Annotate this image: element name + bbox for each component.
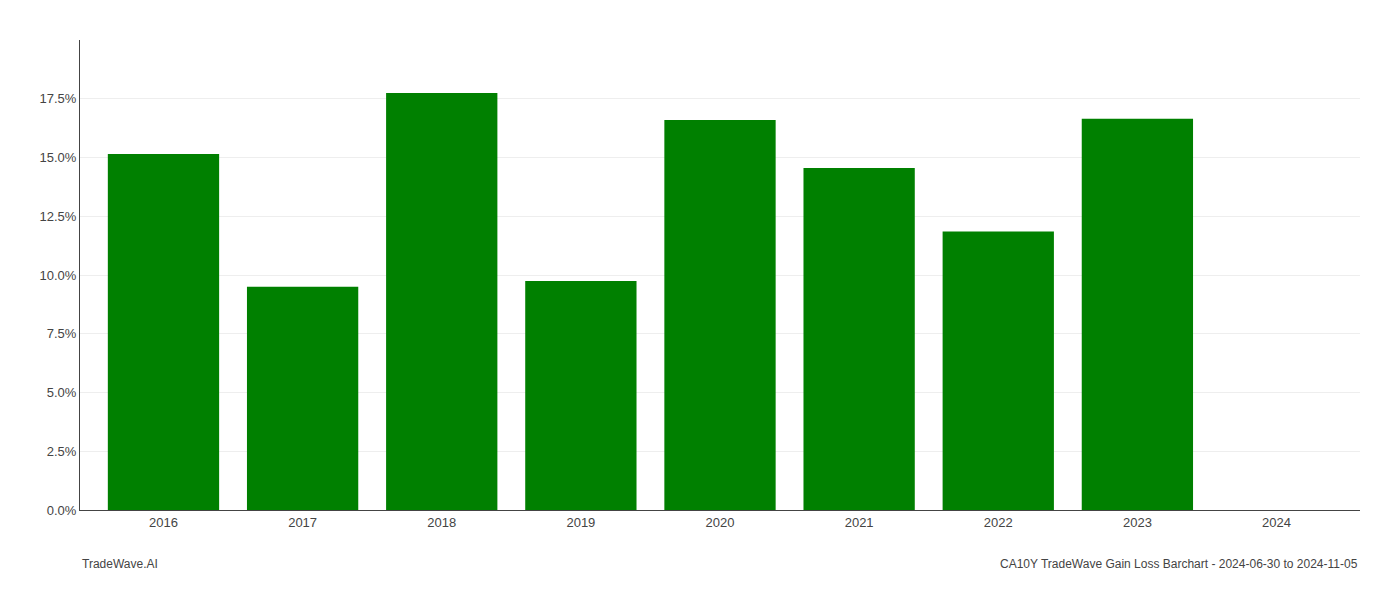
svg-text:TradeWave.AI: TradeWave.AI xyxy=(82,557,158,571)
svg-text:2020: 2020 xyxy=(706,515,735,530)
svg-text:2021: 2021 xyxy=(845,515,874,530)
svg-text:7.5%: 7.5% xyxy=(47,326,77,341)
svg-text:CA10Y TradeWave Gain Loss Barc: CA10Y TradeWave Gain Loss Barchart - 202… xyxy=(1000,557,1358,571)
svg-text:2016: 2016 xyxy=(149,515,178,530)
svg-text:2019: 2019 xyxy=(566,515,595,530)
svg-text:2.5%: 2.5% xyxy=(47,444,77,459)
svg-text:2023: 2023 xyxy=(1123,515,1152,530)
svg-text:2022: 2022 xyxy=(984,515,1013,530)
svg-text:10.0%: 10.0% xyxy=(40,268,77,283)
svg-text:2024: 2024 xyxy=(1262,515,1291,530)
svg-text:17.5%: 17.5% xyxy=(40,91,77,106)
svg-text:2017: 2017 xyxy=(288,515,317,530)
svg-text:12.5%: 12.5% xyxy=(40,209,77,224)
svg-text:5.0%: 5.0% xyxy=(47,385,77,400)
svg-text:2018: 2018 xyxy=(427,515,456,530)
svg-text:15.0%: 15.0% xyxy=(40,150,77,165)
svg-text:0.0%: 0.0% xyxy=(47,503,77,518)
